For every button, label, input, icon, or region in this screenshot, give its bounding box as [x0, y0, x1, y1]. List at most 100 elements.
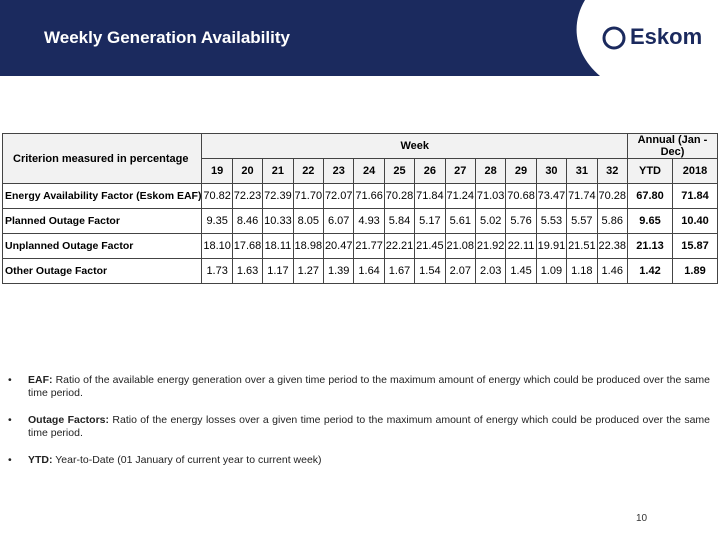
cell: 70.82	[201, 183, 233, 209]
bullet: • YTD: Year-to-Date (01 January of curren…	[8, 454, 710, 467]
cell: 22.21	[383, 233, 416, 259]
column-header: 29	[505, 158, 537, 184]
column-header: 24	[353, 158, 385, 184]
cell: 2.03	[474, 258, 507, 284]
page-number: 10	[636, 513, 648, 524]
column-header: YTD	[627, 158, 673, 184]
bullet-term: Outage Factors:	[28, 414, 109, 426]
cell: 8.46	[231, 208, 264, 234]
cell: 73.47	[535, 183, 568, 209]
cell: 20.47	[323, 233, 355, 259]
column-header: 2018	[672, 158, 718, 184]
group-cell: Week	[201, 133, 628, 159]
cell: 5.61	[444, 208, 476, 234]
slide-title: Weekly Generation Availability	[44, 28, 290, 47]
column-header: 32	[596, 158, 629, 184]
column-header: 20	[231, 158, 264, 184]
column-row: 19 20 21 22 23 24 25 26 27 28 29 30 31 32 YTD 2018	[3, 158, 718, 184]
cell: 9.35	[201, 208, 233, 234]
column-header: 19	[201, 158, 233, 184]
cell: 72.39	[262, 183, 294, 209]
cell: 4.93	[353, 208, 385, 234]
column-header: 26	[414, 158, 446, 184]
cell: 8.05	[292, 208, 325, 234]
row-label: Energy Availability Factor (Eskom EAF)	[1, 183, 203, 209]
cell: 71.03	[474, 183, 507, 209]
cell: 19.91	[535, 233, 568, 259]
bullet-dot: •	[8, 454, 12, 466]
logo-shape	[576, 0, 720, 76]
cell: 21.45	[414, 233, 446, 259]
corner-cell: Criterion measured in percentage	[1, 133, 203, 184]
cell: 5.02	[474, 208, 507, 234]
cell: 71.74	[566, 183, 598, 209]
cell: 1.17	[262, 258, 294, 284]
bullet-term: YTD:	[28, 454, 53, 466]
bullet-dot: •	[8, 414, 12, 426]
cell: 21.51	[566, 233, 598, 259]
column-header: 23	[323, 158, 355, 184]
cell: 1.67	[383, 258, 416, 284]
cell: 70.28	[596, 183, 629, 209]
cell: 10.40	[672, 208, 718, 234]
cell: 22.11	[505, 233, 537, 259]
row-label: Planned Outage Factor	[1, 208, 203, 234]
cell: 18.11	[262, 233, 294, 259]
cell: 1.18	[566, 258, 598, 284]
cell: 21.92	[474, 233, 507, 259]
cell: 21.13	[627, 233, 673, 259]
cell: 71.84	[414, 183, 446, 209]
bullet: • EAF: Ratio of the available energy gene…	[8, 374, 710, 400]
cell: 71.66	[353, 183, 385, 209]
cell: 22.38	[596, 233, 629, 259]
cell: 18.10	[201, 233, 233, 259]
bullet: • Outage Factors: Ratio of the energy los…	[8, 414, 710, 440]
column-header: 21	[262, 158, 294, 184]
bullet-list: • EAF: Ratio of the available energy gene…	[8, 374, 710, 481]
cell: 72.07	[323, 183, 355, 209]
cell: 70.68	[505, 183, 537, 209]
cell: 1.27	[292, 258, 325, 284]
cell: 1.64	[353, 258, 385, 284]
cell: 18.98	[292, 233, 325, 259]
group-cell: Annual (Jan - Dec)	[627, 133, 718, 159]
data-row: Energy Availability Factor (Eskom EAF) 70…	[1, 183, 718, 209]
row-label: Unplanned Outage Factor	[1, 233, 203, 259]
cell: 71.84	[672, 183, 718, 209]
cell: 71.70	[292, 183, 325, 209]
bullet-dot: •	[8, 374, 12, 386]
column-header: 30	[535, 158, 568, 184]
bullet-text: Ratio of the available energy generation…	[28, 374, 711, 399]
data-row: Unplanned Outage Factor 18.10 17.68 18.11 18…	[1, 233, 718, 259]
bullet-text: Ratio of the energy losses over a given …	[28, 414, 711, 439]
column-header: 28	[474, 158, 507, 184]
cell: 70.28	[383, 183, 416, 209]
cell: 9.65	[627, 208, 673, 234]
group-row: Criterion measured in percentage Week Annu…	[1, 133, 718, 184]
data-row: Planned Outage Factor 9.35 8.46 10.33 8.05 6.…	[1, 208, 718, 234]
cell: 21.08	[444, 233, 476, 259]
cell: 1.73	[201, 258, 233, 284]
cell: 1.39	[323, 258, 355, 284]
cell: 1.42	[627, 258, 673, 284]
column-header: 31	[566, 158, 598, 184]
cell: 1.54	[414, 258, 446, 284]
column-header: 27	[444, 158, 476, 184]
cell: 10.33	[262, 208, 294, 234]
cell: 5.17	[414, 208, 446, 234]
cell: 72.23	[231, 183, 264, 209]
bullet-text: Year-to-Date (01 January of current year…	[55, 454, 322, 466]
cell: 17.68	[231, 233, 264, 259]
data-row: Other Outage Factor 1.73 1.63 1.17 1.27 1.39 1…	[1, 258, 718, 284]
bullet-term: EAF:	[28, 374, 53, 386]
cell: 1.09	[535, 258, 568, 284]
cell: 67.80	[627, 183, 673, 209]
cell: 6.07	[323, 208, 355, 234]
cell: 1.63	[231, 258, 264, 284]
cell: 2.07	[444, 258, 476, 284]
cell: 71.24	[444, 183, 476, 209]
cell: 1.46	[596, 258, 629, 284]
cell: 5.53	[535, 208, 568, 234]
column-header: 22	[292, 158, 325, 184]
